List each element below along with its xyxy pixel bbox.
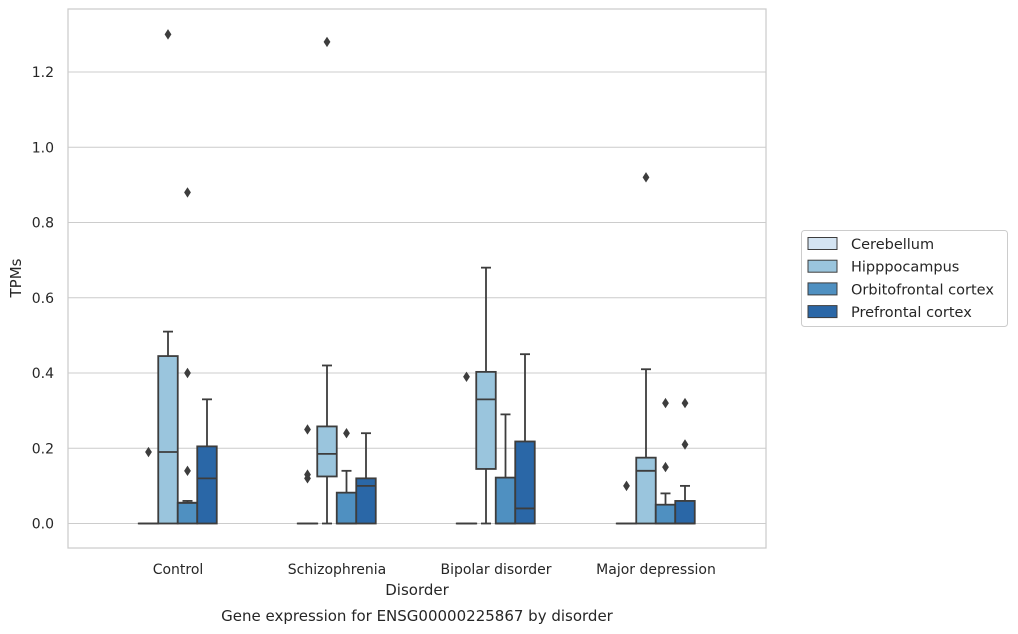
outlier-point	[184, 367, 191, 379]
outlier-point	[164, 29, 172, 40]
legend-swatch	[807, 237, 838, 250]
box-group	[137, 446, 160, 525]
box-group	[674, 397, 696, 525]
outlier-point	[145, 446, 152, 458]
y-tick-label: 0.8	[32, 216, 54, 232]
y-tick-label: 1.0	[32, 140, 54, 156]
box-group	[514, 353, 536, 525]
box	[654, 503, 677, 525]
box-group	[335, 428, 358, 525]
box	[514, 440, 536, 525]
box	[316, 425, 338, 478]
outlier-point	[623, 480, 630, 492]
legend: Cerebellum Hipppocampus Orbitofrontal cort…	[801, 230, 1008, 327]
x-tick-labels: Control Schizophrenia Bipolar disorder Majo…	[153, 562, 716, 578]
box	[335, 491, 358, 525]
y-tick-label: 0.6	[32, 291, 54, 307]
box	[475, 370, 497, 470]
legend-label: Orbitofrontal cortex	[851, 282, 994, 298]
legend-label: Cerebellum	[851, 237, 934, 253]
y-tick-label: 0.0	[32, 517, 54, 533]
legend-label: Prefrontal cortex	[851, 305, 972, 321]
outlier-point	[304, 424, 311, 435]
box-group	[475, 266, 497, 525]
outlier-point	[184, 465, 191, 477]
outlier-point	[681, 397, 689, 409]
box-group	[455, 371, 478, 525]
box-group	[654, 397, 677, 525]
outlier-point	[642, 172, 650, 183]
outlier-point	[463, 371, 470, 382]
y-tick-label: 1.2	[32, 65, 54, 81]
box-group	[176, 187, 199, 525]
x-tick-label: Schizophrenia	[288, 562, 386, 578]
x-tick-label: Bipolar disorder	[440, 562, 551, 578]
box-group	[157, 29, 179, 525]
y-axis-label: TPMs	[7, 258, 25, 298]
outlier-point	[184, 187, 191, 198]
outlier-point	[681, 439, 689, 450]
box	[157, 355, 179, 525]
y-tick-labels: 0.0 0.2 0.4 0.6 0.8 1.0 1.2	[32, 65, 54, 533]
box	[674, 500, 696, 525]
legend-swatch	[807, 259, 838, 273]
box-group	[494, 413, 517, 525]
box-group	[196, 398, 218, 525]
box	[355, 477, 377, 525]
y-tick-label: 0.2	[32, 441, 54, 457]
box	[635, 456, 657, 525]
x-tick-label: Major depression	[596, 562, 716, 578]
box-group	[635, 172, 657, 525]
outlier-point	[304, 473, 311, 484]
chart-title: Gene expression for ENSG00000225867 by d…	[221, 607, 614, 625]
box	[494, 476, 517, 525]
outlier-point	[323, 36, 331, 48]
x-tick-label: Control	[153, 562, 204, 578]
legend-swatch	[807, 305, 838, 319]
legend-frame	[801, 230, 1008, 327]
box-groups	[137, 29, 696, 525]
outlier-point	[662, 461, 669, 473]
outlier-point	[662, 397, 669, 409]
legend-label: Hipppocampus	[851, 260, 959, 276]
y-tick-label: 0.4	[32, 366, 54, 382]
box-group	[316, 36, 338, 525]
outlier-point	[343, 428, 350, 439]
box-group	[615, 480, 638, 525]
plot-frame	[67, 8, 767, 549]
box	[176, 501, 199, 525]
box	[196, 445, 218, 525]
box-group	[355, 432, 377, 525]
box-group	[296, 424, 319, 525]
x-axis-label: Disorder	[385, 581, 449, 599]
legend-swatch	[807, 282, 838, 296]
